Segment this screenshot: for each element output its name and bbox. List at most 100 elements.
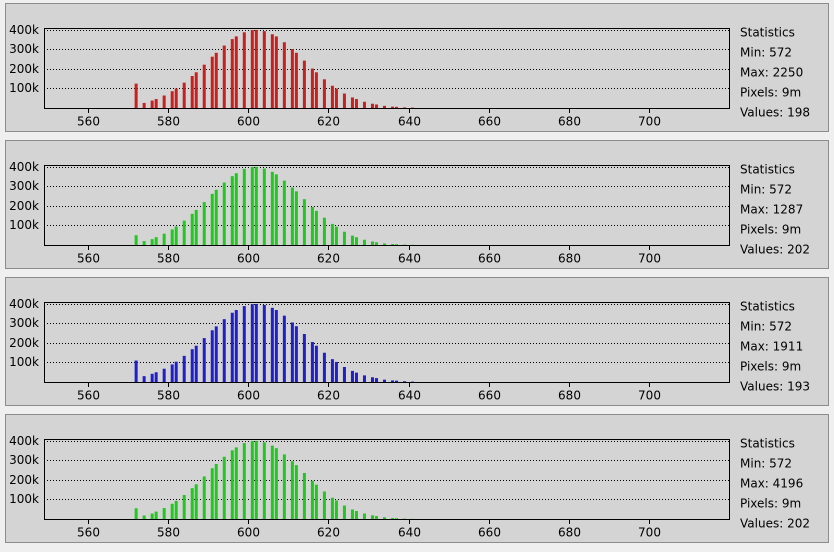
bar (223, 183, 226, 245)
bar (251, 30, 254, 108)
bar (295, 465, 298, 519)
x-tick-label: 600 (237, 115, 260, 129)
bar (383, 106, 386, 108)
y-tick-label: 400k (9, 23, 39, 37)
bar (311, 481, 314, 519)
y-tick-label: 400k (9, 434, 39, 448)
x-tick-label: 580 (157, 526, 180, 540)
x-tick-label: 600 (237, 389, 260, 403)
bar (291, 461, 294, 519)
bar (323, 79, 326, 108)
bar (255, 30, 258, 108)
x-tick-label: 600 (237, 252, 260, 266)
statistic: Max: 1287 (740, 203, 803, 217)
bar (163, 508, 166, 519)
bar (263, 31, 266, 108)
bar (323, 218, 326, 245)
bar (163, 369, 166, 382)
bar (195, 72, 198, 108)
bar (235, 173, 238, 245)
bar (143, 376, 146, 382)
bar (363, 240, 366, 245)
bar (395, 244, 398, 245)
bar (151, 374, 154, 382)
bar (203, 65, 206, 108)
bar (135, 84, 138, 108)
bar (303, 473, 306, 519)
bar (391, 380, 394, 382)
bar (275, 310, 278, 382)
bar (203, 338, 206, 382)
bar (271, 34, 274, 108)
bar (295, 326, 298, 382)
bar (275, 174, 278, 245)
statistic: Max: 2250 (740, 66, 803, 80)
x-tick-label: 580 (157, 115, 180, 129)
bar (371, 241, 374, 245)
y-tick-label: 300k (9, 179, 39, 193)
bar (363, 375, 366, 382)
statistic: Values: 198 (740, 106, 810, 120)
x-tick-label: 700 (638, 115, 661, 129)
bar (263, 169, 266, 245)
statistic: Min: 572 (740, 320, 792, 334)
bar (215, 464, 218, 519)
bar (195, 346, 198, 382)
x-tick-label: 640 (398, 115, 421, 129)
bar (391, 107, 394, 108)
bar (223, 457, 226, 519)
statistic: Pixels: 9m (740, 86, 801, 100)
bar (275, 448, 278, 519)
bar (135, 508, 138, 519)
bar (315, 211, 318, 245)
bar (251, 167, 254, 245)
bar (391, 518, 394, 519)
bar (235, 36, 238, 108)
bar (211, 330, 214, 382)
bar (231, 313, 234, 382)
x-tick-label: 600 (237, 526, 260, 540)
bar (303, 334, 306, 382)
bar (255, 167, 258, 245)
statistic: Min: 572 (740, 46, 792, 60)
x-tick-label: 620 (317, 252, 340, 266)
x-tick-label: 560 (77, 252, 100, 266)
x-tick-label: 680 (558, 389, 581, 403)
bar (183, 221, 186, 245)
bar (191, 349, 194, 382)
bar (331, 224, 334, 245)
bar (343, 367, 346, 382)
bar (223, 46, 226, 108)
statistic: Max: 1911 (740, 340, 803, 354)
y-tick-label: 200k (9, 62, 39, 76)
bar (255, 304, 258, 382)
bar (371, 377, 374, 382)
bar (211, 194, 214, 245)
bar (315, 485, 318, 519)
bar (375, 516, 378, 519)
statistic: Statistics (740, 163, 795, 177)
bar (323, 353, 326, 382)
x-tick-label: 700 (638, 252, 661, 266)
statistic: Values: 193 (740, 380, 810, 394)
bar (355, 511, 358, 519)
bar (155, 99, 158, 108)
bar (235, 447, 238, 519)
y-tick-label: 200k (9, 336, 39, 350)
bar (243, 306, 246, 382)
y-tick-label: 100k (9, 355, 39, 369)
bar (351, 509, 354, 519)
y-tick-label: 400k (9, 160, 39, 174)
bar (283, 42, 286, 108)
plot-area (45, 303, 730, 383)
statistic: Statistics (740, 437, 795, 451)
bar (395, 107, 398, 108)
bar (363, 102, 366, 108)
y-tick-label: 100k (9, 218, 39, 232)
bar (155, 237, 158, 245)
bar (263, 442, 266, 519)
bar (251, 441, 254, 519)
bar (195, 484, 198, 519)
bar (335, 227, 338, 245)
